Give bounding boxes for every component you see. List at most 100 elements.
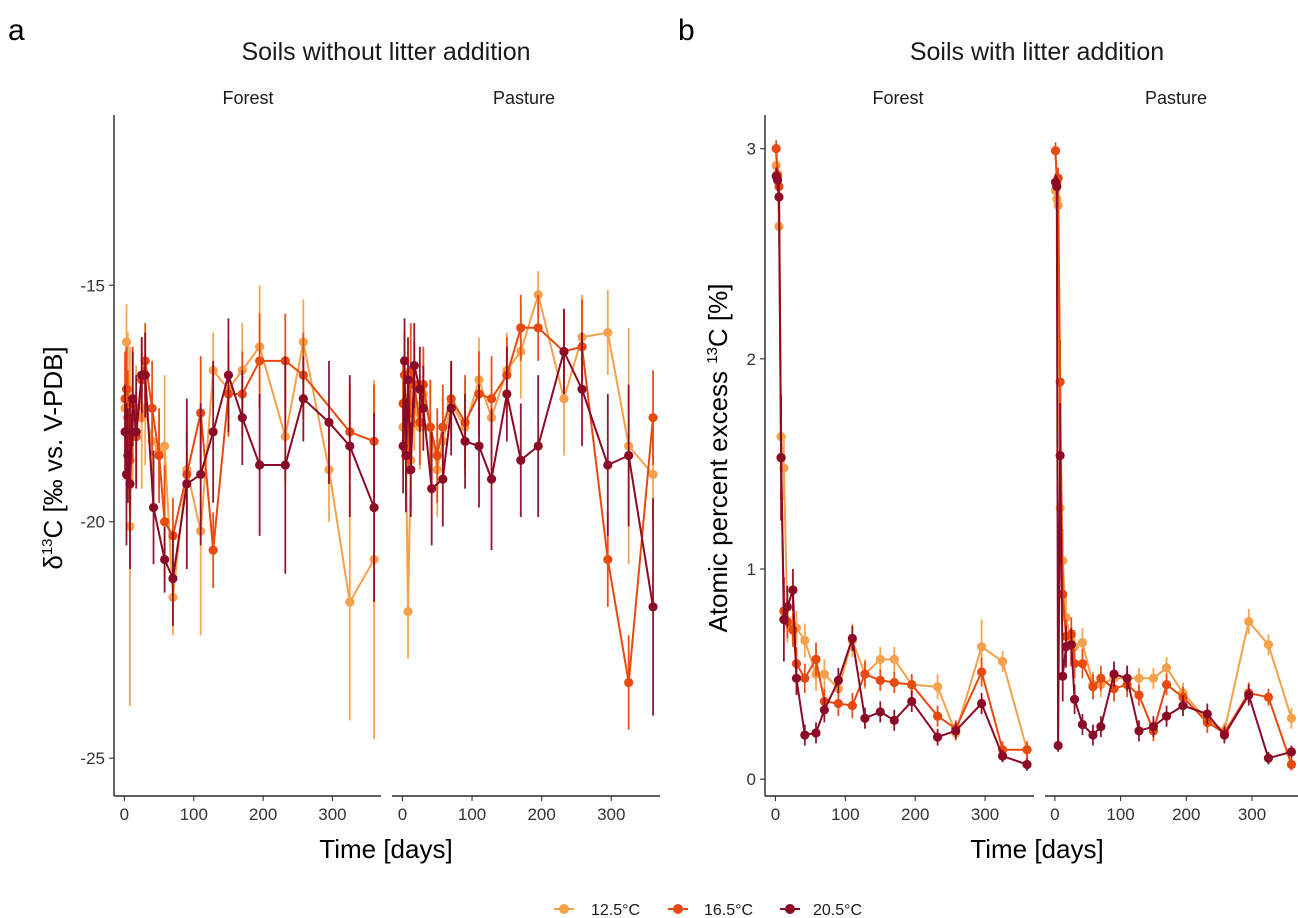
panel-a-forest-series-205-point (160, 554, 170, 565)
panel-a-y-tick-label: -25 (80, 749, 105, 768)
panel-b-forest-series-205-point (976, 698, 987, 709)
panel-b-forest-series-205-point (791, 673, 802, 683)
panel-b-title: Soils with litter addition (910, 38, 1164, 66)
panel-b-x-axis-title: Time [days] (970, 834, 1103, 864)
panel-b-forest-series-205-point (772, 175, 783, 185)
panel-a-pasture-series-205-point (474, 441, 484, 451)
panel-a-forest-x-tick-label: 300 (318, 805, 346, 824)
panel-letter-b: b (678, 14, 695, 47)
panel-b-forest-series-205-point (907, 696, 917, 707)
panel-b-forest-series-205-point (951, 726, 961, 736)
panel-a-forest-series-205-line (124, 374, 376, 580)
panel-b-pasture-series-205-point (1148, 722, 1159, 732)
panel-b-forest-series-205-point (800, 730, 810, 740)
legend-key-dot-16-5 (673, 904, 683, 914)
panel-b-strip-pasture: Pasture (1145, 88, 1207, 108)
legend-entry-16-5: 16.5°C (668, 902, 753, 918)
panel-b-pasture-series-205-point (1052, 181, 1062, 192)
panel-b-pasture-series-125-point (1134, 673, 1144, 683)
panel-b-forest-x-tick-label: 100 (831, 805, 859, 824)
panel-b-pasture-data-marks (1050, 142, 1297, 771)
panel-b-pasture-series-205-point (1069, 694, 1080, 704)
panel-a-pasture-series-165-line (402, 326, 654, 684)
panel-b-pasture-series-125-point (1161, 663, 1172, 673)
panel-a-pasture-series-205-point (409, 361, 419, 371)
panel-b-forest-series-205-point (1022, 759, 1032, 770)
panel-b-pasture-series-205-point (1109, 669, 1119, 679)
panel-b-forest-series-165-point (833, 698, 843, 709)
panel-a-pasture-series-125-point (603, 327, 613, 338)
panel-b-pasture-series-205-point (1096, 722, 1106, 732)
panel-b-forest-x-tick-label: 300 (971, 805, 999, 824)
panel-a-pasture-series-165-point (438, 422, 448, 432)
panel-a-pasture-series-205-point (648, 602, 658, 612)
panel-a-pasture-series-165-point (425, 422, 435, 432)
panel-a-forest-series-205-point (369, 502, 379, 513)
panel-a-pasture-series-165-point (603, 554, 613, 565)
panel-a-forest-series-205-point (196, 469, 206, 480)
panel-a-forest-series-205-point (123, 450, 133, 461)
panel-a-pasture-series-165-point (533, 323, 543, 333)
panel-b-pasture-x-tick-label: 300 (1238, 805, 1266, 824)
panel-a-forest-series-205-point (182, 479, 192, 489)
panel-b-forest-series-125-point (932, 682, 943, 692)
panel-a-pasture-series-205-point (418, 403, 428, 413)
plot-layer: -25 -20 -15 0 100 200 300 0 100 200 300 0 1 2 3 0 100 200… (80, 115, 1298, 824)
panel-a-pasture-series-125-point (559, 394, 569, 404)
panel-b-forest-series-125-point (889, 654, 899, 664)
legend-label-20-5: 20.5°C (813, 902, 862, 918)
panel-a-pasture-series-205-point (406, 465, 416, 475)
panel-a-strip-pasture: Pasture (493, 88, 555, 108)
panel-b-pasture-series-205-point (1055, 450, 1065, 461)
panel-b-forest-series-205-point (779, 614, 789, 625)
panel-b-pasture-series-205-point (1286, 747, 1297, 757)
panel-b-forest-series-205-point (847, 633, 857, 643)
panel-a-pasture-series-205-point (577, 384, 587, 394)
panel-b-forest-series-205-point (819, 705, 829, 715)
panel-b-forest-series-125-point (800, 635, 810, 646)
panel-b-forest-x-tick-label: 200 (901, 805, 929, 824)
legend-key-dot-20-5 (785, 904, 795, 914)
panel-a-y-tick-label: -20 (80, 513, 105, 532)
panel-a-pasture-series-205-point (446, 403, 456, 413)
panel-a-pasture-series-205-point (516, 455, 526, 465)
panel-b-forest-series-125-point (875, 654, 885, 664)
panel-b-forest-series-205-point (860, 713, 870, 723)
panel-a-pasture-series-165-point (648, 413, 658, 423)
panel-a-pasture-series-205-point (403, 375, 413, 385)
panel-b-forest-series-205-point (776, 453, 786, 463)
panel-b-pasture-series-125-point (1148, 673, 1159, 683)
panel-b-y-axis-title-main: Atomic percent excess (703, 364, 733, 633)
panel-a-forest-series-205-point (345, 441, 355, 451)
panel-b-forest-series-165-point (860, 669, 870, 679)
panel-a-pasture-series-125-point (648, 469, 658, 480)
panel-a-forest-series-205-point (168, 573, 178, 584)
panel-a-pasture-series-205-point (559, 346, 569, 357)
panel-a-forest-x-tick-label: 200 (249, 805, 277, 824)
panel-a-pasture-series-165-point (486, 394, 497, 404)
panel-b-pasture-series-205-point (1066, 640, 1076, 650)
panel-a-forest-series-205-point (298, 394, 308, 404)
panel-letter-a: a (8, 14, 25, 47)
panel-a-pasture-series-165-point (516, 323, 526, 333)
panel-a-forest-x-tick-label: 100 (180, 805, 208, 824)
legend-entry-12-5: 12.5°C (554, 902, 640, 918)
panel-a-pasture-x-tick-label: 300 (597, 805, 625, 824)
panel-b-forest-series-165-point (1022, 745, 1032, 755)
panel-b-pasture-series-165-point (1096, 673, 1106, 683)
panel-a-forest-series-205-point (148, 502, 159, 513)
panel-b-pasture-series-205-point (1053, 740, 1063, 751)
panel-a-pasture-x-tick-label: 100 (458, 805, 486, 824)
panel-a-pasture-series-205-point (398, 441, 408, 451)
panel-b-pasture-series-165-point (1058, 589, 1068, 599)
panel-a-forest-series-205-point (131, 427, 141, 437)
panel-b-pasture-series-165-point (1263, 692, 1274, 702)
panel-b-y-tick-label: 3 (747, 140, 756, 159)
panel-a-pasture-series-205-point (399, 356, 410, 366)
panel-b-forest-series-125-point (976, 642, 987, 652)
panel-a-forest-series-125-point (345, 597, 355, 607)
panel-b-forest-series-165-point (811, 654, 821, 664)
panel-a-forest-series-205-point (128, 394, 138, 404)
legend-entry-20-5: 20.5°C (780, 902, 862, 918)
